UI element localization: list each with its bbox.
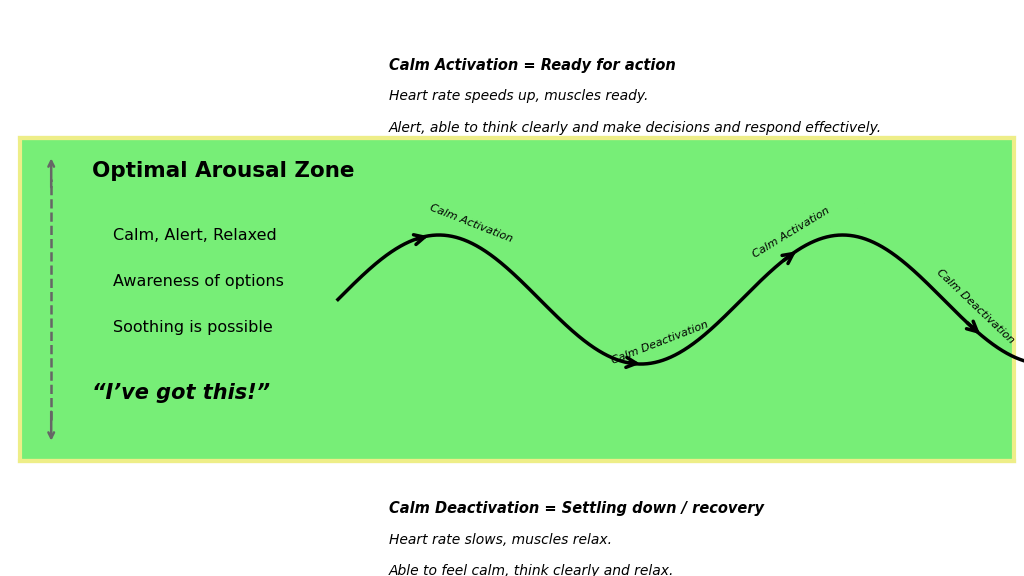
Text: Calm Activation: Calm Activation (751, 206, 831, 260)
Text: Calm Activation = Ready for action: Calm Activation = Ready for action (389, 58, 676, 73)
Text: Calm Deactivation = Settling down / recovery: Calm Deactivation = Settling down / reco… (389, 501, 764, 516)
Text: Heart rate slows, muscles relax.: Heart rate slows, muscles relax. (389, 533, 612, 547)
Text: Calm Deactivation: Calm Deactivation (935, 267, 1016, 345)
Text: Alert, able to think clearly and make decisions and respond effectively.: Alert, able to think clearly and make de… (389, 121, 883, 135)
Text: Calm, Alert, Relaxed: Calm, Alert, Relaxed (113, 228, 276, 242)
Text: “I’ve got this!”: “I’ve got this!” (92, 383, 270, 403)
Text: Able to feel calm, think clearly and relax.: Able to feel calm, think clearly and rel… (389, 564, 675, 576)
Text: Calm Deactivation: Calm Deactivation (610, 319, 710, 365)
Bar (20, 138, 1014, 461)
Text: Heart rate speeds up, muscles ready.: Heart rate speeds up, muscles ready. (389, 89, 648, 103)
Text: Awareness of options: Awareness of options (113, 274, 284, 289)
Text: Optimal Arousal Zone: Optimal Arousal Zone (92, 161, 354, 181)
Text: Calm Activation: Calm Activation (429, 203, 514, 244)
Text: Soothing is possible: Soothing is possible (113, 320, 272, 335)
